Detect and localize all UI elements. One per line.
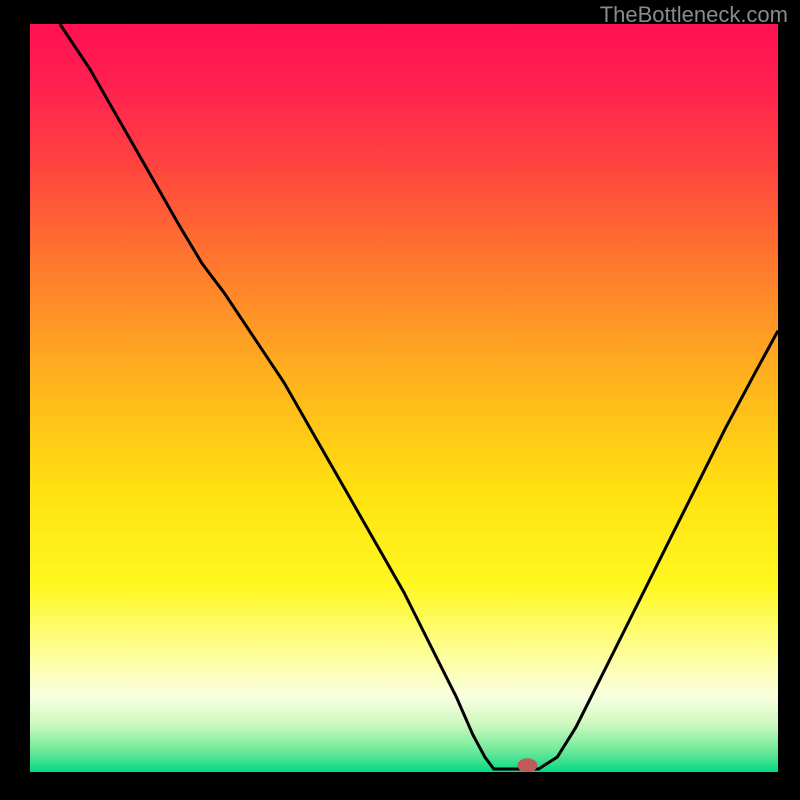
optimum-marker	[517, 758, 537, 772]
plot-background	[30, 24, 778, 772]
watermark-text: TheBottleneck.com	[600, 2, 788, 28]
plot-area	[30, 24, 778, 772]
chart-frame: TheBottleneck.com	[0, 0, 800, 800]
